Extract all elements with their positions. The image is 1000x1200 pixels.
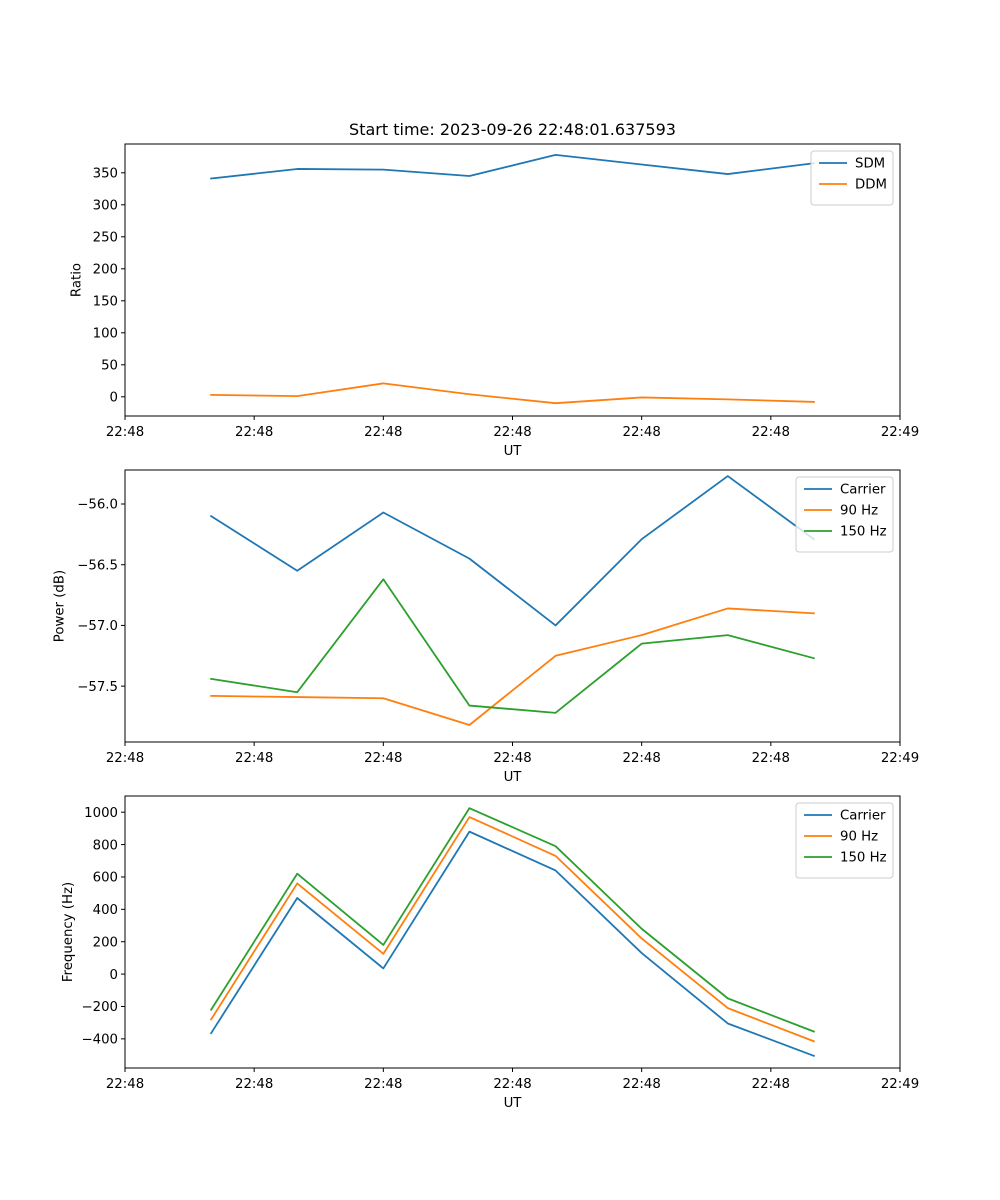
chart-title: Start time: 2023-09-26 22:48:01.637593: [349, 120, 676, 139]
x-tick-label: 22:48: [493, 751, 531, 766]
series-group: [209, 807, 816, 1058]
series-line-ddm: [210, 382, 815, 405]
y-tick-label: 200: [93, 935, 118, 950]
y-tick-label: 200: [93, 263, 118, 278]
x-tick-label: 22:48: [364, 1077, 402, 1092]
x-tick-label: 22:48: [623, 1077, 661, 1092]
legend-label: 150 Hz: [840, 525, 887, 540]
x-tick-label: 22:48: [752, 751, 790, 766]
series-line-90-hz: [210, 607, 815, 726]
y-tick-label: −400: [81, 1033, 118, 1048]
subplot-grid: Start time: 2023-09-26 22:48:01.637593 22…: [53, 120, 920, 1111]
x-tick-label: 22:48: [235, 751, 273, 766]
x-tick-label: 22:48: [106, 1077, 144, 1092]
y-tick-label: −56.0: [77, 498, 118, 513]
legend-label: Carrier: [840, 809, 886, 824]
y-tick-label: 150: [93, 295, 118, 310]
x-tick-label: 22:49: [881, 425, 919, 440]
x-tick-label: 22:48: [623, 751, 661, 766]
x-tick-label: 22:48: [493, 1077, 531, 1092]
subplot-1: Start time: 2023-09-26 22:48:01.637593 22…: [70, 120, 920, 459]
x-axis: 22:48 22:48 22:48 22:48 22:48 22:48 22:49 UT: [106, 416, 919, 459]
x-tick-label: 22:48: [752, 425, 790, 440]
x-axis: 22:48 22:48 22:48 22:48 22:48 22:48 22:49 UT: [106, 742, 919, 785]
y-axis: 0 50 100 150 200 250 300 350 Ratio: [70, 167, 125, 406]
y-tick-label: −200: [81, 1000, 118, 1015]
series-line-carrier: [209, 475, 816, 627]
y-tick-label: 100: [93, 327, 118, 342]
x-tick-label: 22:48: [493, 425, 531, 440]
series-line-150-hz: [209, 807, 816, 1033]
legend-label: Carrier: [840, 483, 886, 498]
x-tick-label: 22:48: [623, 425, 661, 440]
legend: Carrier 90 Hz 150 Hz: [795, 802, 894, 879]
series-line-sdm: [210, 153, 815, 180]
y-tick-label: 0: [110, 968, 118, 983]
series-line-150-hz: [210, 578, 815, 714]
x-tick-label: 22:49: [881, 1077, 919, 1092]
series-line-carrier: [209, 830, 816, 1058]
y-tick-label: 800: [93, 838, 118, 853]
series-group: [210, 153, 815, 405]
legend-label: DDM: [855, 178, 887, 193]
legend-label: 150 Hz: [840, 851, 887, 866]
x-axis: 22:48 22:48 22:48 22:48 22:48 22:48 22:49 UT: [106, 1068, 919, 1111]
x-tick-label: 22:48: [106, 425, 144, 440]
x-axis-label: UT: [504, 770, 523, 785]
y-tick-label: 300: [93, 199, 118, 214]
series-group: [209, 475, 816, 726]
x-tick-label: 22:48: [235, 425, 273, 440]
y-tick-label: 400: [93, 903, 118, 918]
y-axis: −57.5 −57.0 −56.5 −56.0 Power (dB): [53, 498, 125, 695]
legend-box: [795, 802, 894, 879]
x-tick-label: 22:48: [364, 751, 402, 766]
y-axis-label: Frequency (Hz): [61, 882, 76, 982]
series-line-90-hz: [209, 816, 816, 1043]
y-tick-label: 50: [101, 359, 118, 374]
x-axis-label: UT: [504, 444, 523, 459]
x-tick-label: 22:48: [235, 1077, 273, 1092]
legend-label: SDM: [855, 157, 885, 172]
y-tick-label: 350: [93, 167, 118, 182]
y-tick-label: −57.0: [77, 619, 118, 634]
legend: Carrier 90 Hz 150 Hz: [795, 476, 894, 553]
legend-box: [795, 476, 894, 553]
y-tick-label: 600: [93, 871, 118, 886]
y-tick-label: −56.5: [77, 558, 118, 573]
x-axis-label: UT: [504, 1096, 523, 1111]
y-axis-label: Ratio: [70, 263, 85, 297]
x-tick-label: 22:48: [752, 1077, 790, 1092]
subplot-3: 22:48 22:48 22:48 22:48 22:48 22:48 22:49 UT −40…: [61, 795, 919, 1111]
y-tick-label: −57.5: [77, 680, 118, 695]
x-tick-label: 22:48: [106, 751, 144, 766]
legend-label: 90 Hz: [840, 504, 878, 519]
y-tick-label: 0: [110, 391, 118, 406]
x-tick-label: 22:49: [881, 751, 919, 766]
legend-box: [810, 150, 894, 206]
legend: SDM DDM: [810, 150, 894, 206]
legend-label: 90 Hz: [840, 830, 878, 845]
y-tick-label: 250: [93, 231, 118, 246]
subplot-2: 22:48 22:48 22:48 22:48 22:48 22:48 22:49 UT −57…: [53, 469, 919, 785]
y-axis-label: Power (dB): [53, 570, 68, 642]
x-tick-label: 22:48: [364, 425, 402, 440]
y-axis: −400 −200 0 200 400 600 800 1000 Frequency (Hz): [61, 806, 125, 1048]
y-tick-label: 1000: [84, 806, 118, 821]
